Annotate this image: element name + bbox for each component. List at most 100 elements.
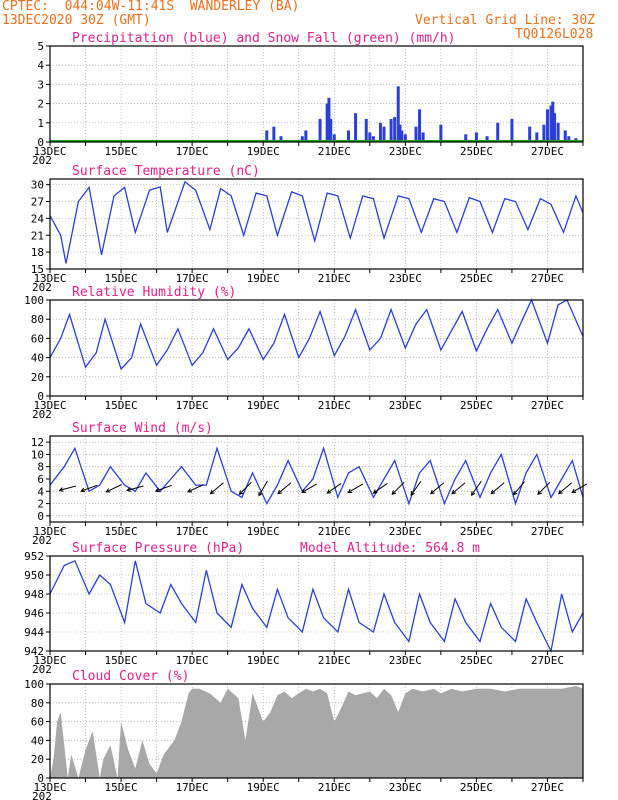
- panel2-xtick-label: 13DEC: [33, 272, 66, 285]
- panel6-xtick-label: 13DEC: [33, 781, 66, 794]
- wind-arrow: [187, 484, 204, 493]
- wind-arrow: [490, 482, 505, 495]
- panel5-ytick-label: 952: [24, 550, 44, 563]
- precip-bar: [542, 124, 546, 142]
- panel4-xtick-label: 23DEC: [389, 525, 422, 538]
- panel2-ytick-label: 18: [31, 246, 44, 259]
- panel3-xtick-label: 15DEC: [105, 399, 138, 412]
- panel2-xtick-label: 27DEC: [531, 272, 564, 285]
- wind-arrow-head: [301, 488, 307, 493]
- panel1-xtick-label: 15DEC: [105, 145, 138, 158]
- panel3-ytick-label: 60: [31, 332, 44, 345]
- panel6-ytick-label: 60: [31, 716, 44, 729]
- panel6-year-stub: 202: [32, 790, 52, 800]
- panel3-title: Relative Humidity (%): [72, 285, 236, 300]
- panel3-ytick-label: 100: [24, 294, 44, 307]
- wind-arrow: [239, 481, 252, 495]
- wind-arrow-head: [347, 488, 353, 493]
- wind-arrow: [537, 481, 551, 495]
- wind-arrow-head: [512, 490, 518, 496]
- wind-arrow-head: [410, 491, 415, 497]
- wind-arrow-head: [238, 490, 244, 495]
- panel5-xtick-label: 15DEC: [105, 654, 138, 667]
- precip-bar: [553, 113, 557, 142]
- panel5-subtitle: Model Altitude: 564.8 m: [300, 541, 480, 556]
- precip-bar: [398, 124, 402, 142]
- panel4-title: Surface Wind (m/s): [72, 421, 213, 436]
- panel4-xtick-label: 15DEC: [105, 525, 138, 538]
- panel1-ytick-label: 3: [37, 78, 44, 91]
- panel5-series-line: [49, 559, 584, 654]
- panel3-xtick-label: 13DEC: [33, 399, 66, 412]
- panel2-ytick-label: 24: [31, 212, 45, 225]
- precip-bar: [393, 117, 397, 142]
- panel2-title: Surface Temperature (nC): [72, 164, 260, 179]
- precip-bar: [318, 118, 322, 142]
- panel4-ytick-label: 10: [31, 448, 44, 461]
- panel2-ytick-label: 30: [31, 179, 44, 192]
- panel1-ytick-label: 2: [37, 98, 44, 111]
- precip-bar: [279, 136, 283, 142]
- wind-arrow: [571, 483, 588, 493]
- panel3-ytick-label: 80: [31, 313, 44, 326]
- panel4-ytick-label: 8: [37, 461, 44, 474]
- wind-arrow: [210, 482, 224, 495]
- wind-arrow: [451, 482, 466, 495]
- precip-bar: [300, 136, 304, 142]
- panel4-xtick-label: 13DEC: [33, 525, 66, 538]
- wind-arrow-head: [209, 489, 215, 495]
- panel3-xtick-label: 19DEC: [247, 399, 280, 412]
- panel5-xtick-label: 17DEC: [176, 654, 209, 667]
- panel1-year-stub: 202: [32, 154, 52, 167]
- panel1-xtick-label: 17DEC: [176, 145, 209, 158]
- precip-bar: [418, 109, 422, 142]
- panel5-ytick-label: 946: [24, 607, 44, 620]
- wind-arrow: [258, 480, 268, 496]
- panel5-frame: [49, 555, 584, 652]
- panel5-ytick-label: 950: [24, 569, 44, 582]
- panel1-title: Precipitation (blue) and Snow Fall (gree…: [72, 31, 456, 46]
- wind-arrow: [347, 483, 364, 493]
- wind-arrow: [410, 480, 422, 496]
- panel6-title: Cloud Cover (%): [72, 669, 189, 684]
- panel2-xtick-label: 15DEC: [105, 272, 138, 285]
- wind-arrow-head: [58, 487, 64, 492]
- panel4-ytick-label: 12: [31, 436, 44, 449]
- panel2-xtick-label: 23DEC: [389, 272, 422, 285]
- panel5-xtick-label: 13DEC: [33, 654, 66, 667]
- panel6-xtick-label: 27DEC: [531, 781, 564, 794]
- wind-arrow: [327, 482, 342, 494]
- precip-bar: [567, 136, 571, 142]
- panel5-xtick-label: 21DEC: [318, 654, 351, 667]
- precip-bar: [474, 132, 478, 142]
- panel6-xtick-label: 15DEC: [105, 781, 138, 794]
- wind-arrow-head: [537, 490, 542, 495]
- panel4-ytick-label: 6: [37, 473, 44, 486]
- panel3-xtick-label: 17DEC: [176, 399, 209, 412]
- panel6-xtick-label: 19DEC: [247, 781, 280, 794]
- wind-arrow-head: [470, 491, 476, 497]
- precip-bar: [551, 101, 555, 142]
- panel6-ytick-label: 20: [31, 753, 44, 766]
- wind-arrow-head: [557, 489, 563, 495]
- wind-arrow: [80, 484, 98, 492]
- wind-arrow: [155, 484, 172, 492]
- precip-bar: [396, 86, 400, 142]
- panel2-series-line: [49, 180, 584, 264]
- panel4-ytick-label: 2: [37, 498, 44, 511]
- precip-bar: [563, 130, 567, 142]
- wind-arrow: [430, 482, 445, 495]
- panel5-ytick-label: 948: [24, 588, 44, 601]
- precip-bar: [439, 124, 443, 142]
- panel2-xtick-label: 17DEC: [176, 272, 209, 285]
- panel1-xtick-label: 23DEC: [389, 145, 422, 158]
- panel6-frame: [49, 683, 584, 779]
- wind-arrow-head: [571, 488, 577, 493]
- panel6-ytick-label: 80: [31, 697, 44, 710]
- panel5-ytick-label: 942: [24, 645, 44, 658]
- wind-arrow-head: [391, 490, 397, 495]
- wind-arrow: [391, 481, 405, 495]
- panel3-xtick-label: 21DEC: [318, 399, 351, 412]
- wind-arrow-head: [372, 489, 378, 494]
